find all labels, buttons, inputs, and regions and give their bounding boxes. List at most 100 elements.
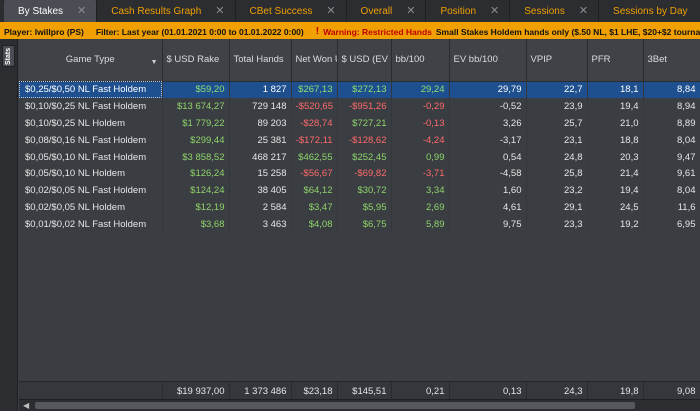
cell-3bet: 8,04 [643, 131, 700, 149]
scrollbar-thumb[interactable] [35, 402, 635, 409]
cell-ev-adjusted: $252,45 [337, 148, 392, 166]
stats-toggle[interactable]: Stats [2, 45, 15, 67]
tab-sessions[interactable]: Sessions ✕ [510, 0, 600, 22]
cell-pfr: 21,0 [587, 114, 644, 132]
cell-total-hands: 1 827 [229, 81, 292, 98]
cell-pfr: 19,4 [587, 182, 644, 200]
cell-net-won: $64,12 [291, 182, 338, 200]
cell-pfr: 20,3 [587, 148, 644, 166]
table-row[interactable]: $0,02/$0,05 NL Fast Holdem $124,24 38 405 $… [19, 182, 700, 200]
table-row[interactable]: $0,10/$0,25 NL Holdem $1 779,22 89 203 -$28… [19, 114, 700, 132]
cell-game-type: $0,02/$0,05 NL Fast Holdem [19, 182, 163, 200]
column-header-3bet[interactable]: 3Bet [643, 39, 700, 82]
cell-total-hands: 38 405 [229, 182, 292, 200]
cell-ev-bb100: -3,17 [449, 131, 527, 149]
cell-bb100: 2,69 [391, 199, 450, 217]
cell-3bet: 8,89 [643, 114, 700, 132]
table-row[interactable]: $0,25/$0,50 NL Fast Holdem $59,20 1 827 $26… [19, 81, 700, 98]
tab-sessions-by-day[interactable]: Sessions by Day ✕ [599, 0, 700, 22]
cell-rake: $3,68 [162, 216, 230, 234]
cell-pfr: 24,5 [587, 199, 644, 217]
cell-ev-adjusted: $5,95 [337, 199, 392, 217]
cell-ev-bb100: 9,75 [449, 216, 527, 234]
cell-rake: $13 674,27 [162, 97, 230, 115]
tab-overall[interactable]: Overall ✕ [347, 0, 427, 22]
cell-rake: $3 858,52 [162, 148, 230, 166]
column-header-ev-bb100[interactable]: EV bb/100 [449, 39, 527, 82]
close-icon[interactable]: ✕ [215, 4, 225, 17]
cell-ev-bb100: -4,58 [449, 165, 527, 183]
column-header-ev-adjusted[interactable]: $ USD (EV adjust [337, 39, 392, 82]
cell-ev-bb100: 29,79 [449, 81, 527, 98]
table-row[interactable]: $0,10/$0,25 NL Fast Holdem $13 674,27 729 … [19, 97, 700, 115]
cell-vpip: 23,3 [526, 216, 588, 234]
warning-icon: ! [315, 26, 320, 37]
cell-net-won: -$28,74 [291, 114, 338, 132]
cell-ev-adjusted: -$128,62 [337, 131, 392, 149]
total-net: $23,18 [291, 382, 338, 400]
cell-bb100: -3,71 [391, 165, 450, 183]
close-icon[interactable]: ✕ [490, 4, 500, 17]
filter-label[interactable]: Filter: Last year (01.01.2021 0:00 to 01… [95, 26, 304, 37]
cell-rake: $59,20 [162, 81, 230, 98]
cell-3bet: 11,6 [643, 199, 700, 217]
tab-label: Cash Results Graph [111, 5, 202, 17]
tab-label: CBet Success [249, 5, 313, 17]
cell-3bet: 9,61 [643, 165, 700, 183]
table-row[interactable]: $0,05/$0,10 NL Holdem $126,24 15 258 -$56,6… [19, 165, 700, 183]
tab-by-stakes[interactable]: By Stakes ✕ [4, 0, 98, 22]
cell-ev-bb100: 3,26 [449, 114, 527, 132]
column-header-game-type[interactable]: Game Type ▼ [19, 39, 163, 82]
cell-vpip: 24,8 [526, 148, 588, 166]
close-icon[interactable]: ✕ [77, 4, 87, 17]
total-game [19, 382, 163, 400]
player-label[interactable]: Player: lwillpro (PS) [4, 26, 84, 37]
column-header-total-hands[interactable]: Total Hands [229, 39, 292, 82]
cell-ev-adjusted: $6,75 [337, 216, 392, 234]
tab-cash-results-graph[interactable]: Cash Results Graph ✕ [97, 0, 236, 22]
close-icon[interactable]: ✕ [578, 4, 589, 17]
cell-3bet: 8,94 [643, 97, 700, 115]
tab-bar: By Stakes ✕ Cash Results Graph ✕ CBet Su… [0, 0, 700, 24]
table-row[interactable]: $0,01/$0,02 NL Fast Holdem $3,68 3 463 $4,0… [19, 216, 700, 234]
cell-total-hands: 2 584 [229, 199, 292, 217]
tab-position[interactable]: Position ✕ [426, 0, 511, 22]
column-header-vpip[interactable]: VPIP [526, 39, 588, 82]
warning-label: Warning: Restricted Hands [323, 26, 432, 37]
sort-desc-icon: ▼ [150, 59, 158, 66]
cell-pfr: 19,2 [587, 216, 644, 234]
column-header-pfr[interactable]: PFR [587, 39, 644, 82]
table-row[interactable]: $0,02/$0,05 NL Holdem $12,19 2 584 $3,47 $5,… [19, 199, 700, 217]
cell-ev-adjusted: $727,21 [337, 114, 392, 132]
cell-total-hands: 468 217 [229, 148, 292, 166]
table-row[interactable]: $0,08/$0,16 NL Fast Holdem $299,44 25 381-… [19, 131, 700, 149]
horizontal-scrollbar[interactable]: ◀ [19, 399, 700, 411]
column-header-net-won[interactable]: Net Won USD [291, 39, 338, 82]
column-header-rake[interactable]: $ USD Rake [162, 39, 230, 82]
cell-ev-adjusted: -$951,26 [337, 97, 392, 115]
cell-bb100: -0,13 [391, 114, 450, 132]
scroll-left-icon[interactable]: ◀ [23, 401, 30, 410]
cell-vpip: 25,7 [526, 114, 588, 132]
column-header-bb100[interactable]: bb/100 [391, 39, 450, 82]
cell-ev-bb100: 4,61 [449, 199, 527, 217]
cell-vpip: 29,1 [526, 199, 588, 217]
cell-ev-adjusted: -$69,82 [337, 165, 392, 183]
total-rake: $19 937,00 [162, 382, 230, 400]
close-icon[interactable]: ✕ [406, 4, 416, 17]
table-row[interactable]: $0,05/$0,10 NL Fast Holdem $3 858,52 468 2… [19, 148, 700, 166]
close-icon[interactable]: ✕ [326, 4, 336, 17]
stats-table: Game Type ▼ $ USD Rake Total Hands Net Wo… [19, 39, 700, 234]
tab-label: Sessions by Day [613, 5, 688, 17]
cell-total-hands: 3 463 [229, 216, 292, 234]
cell-net-won: $267,13 [291, 81, 338, 98]
cell-ev-bb100: 0,54 [449, 148, 527, 166]
total-hands: 1 373 486 [229, 382, 292, 400]
cell-game-type: $0,05/$0,10 NL Fast Holdem [19, 148, 163, 166]
cell-rake: $299,44 [162, 131, 230, 149]
tab-cbet-success[interactable]: CBet Success ✕ [236, 0, 347, 22]
cell-pfr: 18,1 [587, 81, 644, 98]
cell-3bet: 8,04 [643, 182, 700, 200]
tab-label: By Stakes [18, 5, 64, 17]
total-3bet: 9,08 [643, 382, 700, 400]
